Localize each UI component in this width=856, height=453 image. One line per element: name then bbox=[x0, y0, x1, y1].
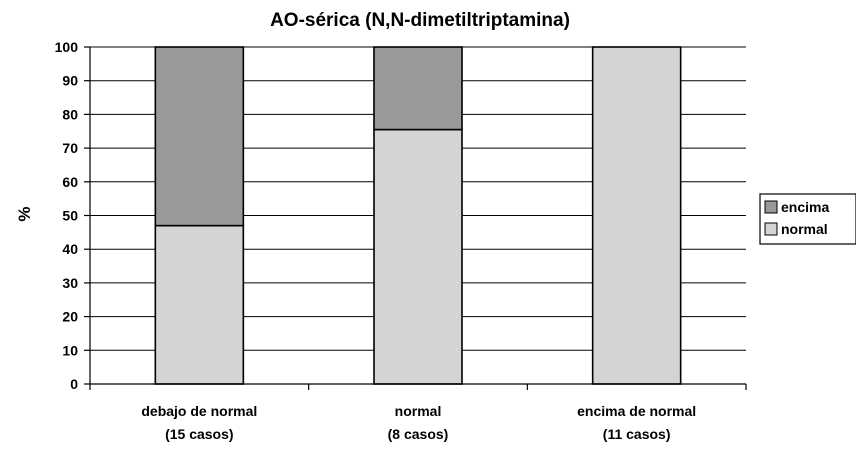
x-tick-label: (15 casos) bbox=[165, 426, 233, 442]
legend-label-encima: encima bbox=[781, 199, 829, 215]
y-tick-label: 30 bbox=[62, 275, 78, 291]
y-tick-label: 80 bbox=[62, 106, 78, 122]
legend-swatch-encima bbox=[764, 200, 778, 214]
x-tick-labels: debajo de normal (15 casos) normal (8 casos… bbox=[141, 403, 696, 442]
y-tick-label: 50 bbox=[62, 208, 78, 224]
chart-title: AO-sérica (N,N-dimetiltriptamina) bbox=[270, 10, 570, 31]
x-tick-label: (8 casos) bbox=[388, 426, 449, 442]
y-tick-label: 0 bbox=[70, 376, 78, 392]
y-axis-label: % bbox=[15, 206, 34, 221]
x-tick-label: encima de normal bbox=[577, 403, 696, 419]
y-tick-label: 90 bbox=[62, 73, 78, 89]
x-tick-label: normal bbox=[395, 403, 442, 419]
y-tick-label: 10 bbox=[62, 342, 78, 358]
y-tick-label: 100 bbox=[55, 39, 79, 55]
y-tick-label: 40 bbox=[62, 241, 78, 257]
bars bbox=[154, 46, 682, 385]
x-tick-label: (11 casos) bbox=[603, 426, 671, 442]
y-tick-label: 60 bbox=[62, 174, 78, 190]
axes bbox=[84, 46, 747, 390]
bar-normal bbox=[591, 46, 682, 385]
y-tick-label: 70 bbox=[62, 140, 78, 156]
y-tick-label: 20 bbox=[62, 309, 78, 325]
legend-label-normal: normal bbox=[781, 221, 828, 237]
bar-normal bbox=[154, 224, 245, 385]
y-tick-labels: 0 10 20 30 40 50 60 70 80 90 100 bbox=[55, 39, 79, 392]
bar-encima bbox=[373, 46, 463, 131]
legend: encima normal bbox=[759, 193, 856, 245]
legend-swatch-normal bbox=[764, 222, 778, 236]
bar-encima bbox=[154, 46, 245, 227]
bar-normal bbox=[373, 128, 463, 385]
x-tick-label: debajo de normal bbox=[141, 403, 257, 419]
